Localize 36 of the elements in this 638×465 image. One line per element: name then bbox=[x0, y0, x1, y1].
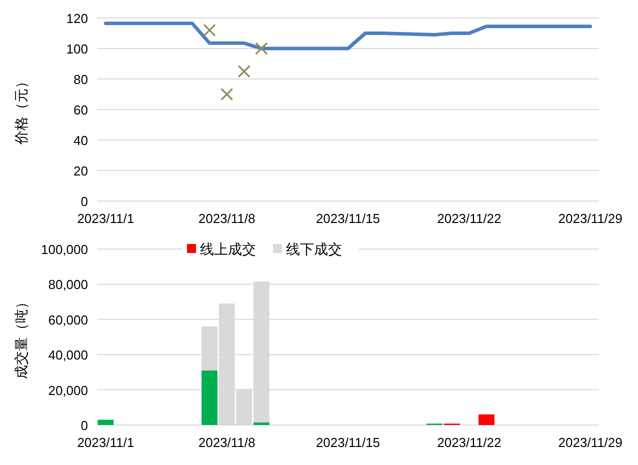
point bbox=[203, 24, 216, 36]
y-axis-title: 成交量（吨） bbox=[14, 295, 30, 379]
x-tick-label: 2023/11/15 bbox=[316, 435, 380, 450]
y-tick-label: 0 bbox=[80, 194, 88, 209]
x-tick-label: 2023/11/29 bbox=[558, 211, 622, 226]
y-tick-label: 100 bbox=[66, 42, 88, 56]
x-tick-label: 2023/11/22 bbox=[437, 435, 502, 450]
y-tick-label: 80,000 bbox=[48, 277, 88, 292]
y-tick-label: 0 bbox=[80, 418, 88, 433]
bar bbox=[98, 420, 114, 425]
point bbox=[255, 42, 268, 55]
bar bbox=[478, 414, 494, 425]
y-tick-label: 40 bbox=[74, 133, 88, 148]
legend-label: 线上成交 bbox=[200, 242, 256, 258]
y-tick-label: 80 bbox=[74, 72, 88, 87]
y-tick-label: 120 bbox=[66, 11, 88, 26]
x-tick-label: 2023/11/1 bbox=[77, 211, 134, 226]
line-series bbox=[104, 22, 592, 50]
point bbox=[220, 88, 234, 101]
y-axis-title: 价格（元） bbox=[14, 74, 30, 146]
x-tick-label: 2023/11/15 bbox=[316, 211, 380, 226]
legend-label: 线下成交 bbox=[286, 242, 342, 258]
x-tick-label: 2023/11/29 bbox=[558, 435, 622, 450]
point bbox=[238, 65, 250, 78]
x-tick-label: 2023/11/8 bbox=[198, 211, 256, 226]
bar bbox=[202, 370, 218, 425]
y-tick-label: 20,000 bbox=[48, 382, 88, 398]
y-tick-label: 20 bbox=[74, 164, 88, 178]
x-tick-label: 2023/11/22 bbox=[437, 211, 502, 226]
x-tick-label: 2023/11/1 bbox=[77, 435, 134, 450]
y-tick-label: 40,000 bbox=[48, 348, 88, 363]
y-tick-label: 100,000 bbox=[41, 242, 88, 257]
x-tick-label: 2023/11/8 bbox=[198, 435, 256, 450]
bar bbox=[253, 422, 270, 425]
y-tick-label: 60,000 bbox=[48, 312, 88, 328]
y-tick-label: 60 bbox=[74, 102, 88, 118]
